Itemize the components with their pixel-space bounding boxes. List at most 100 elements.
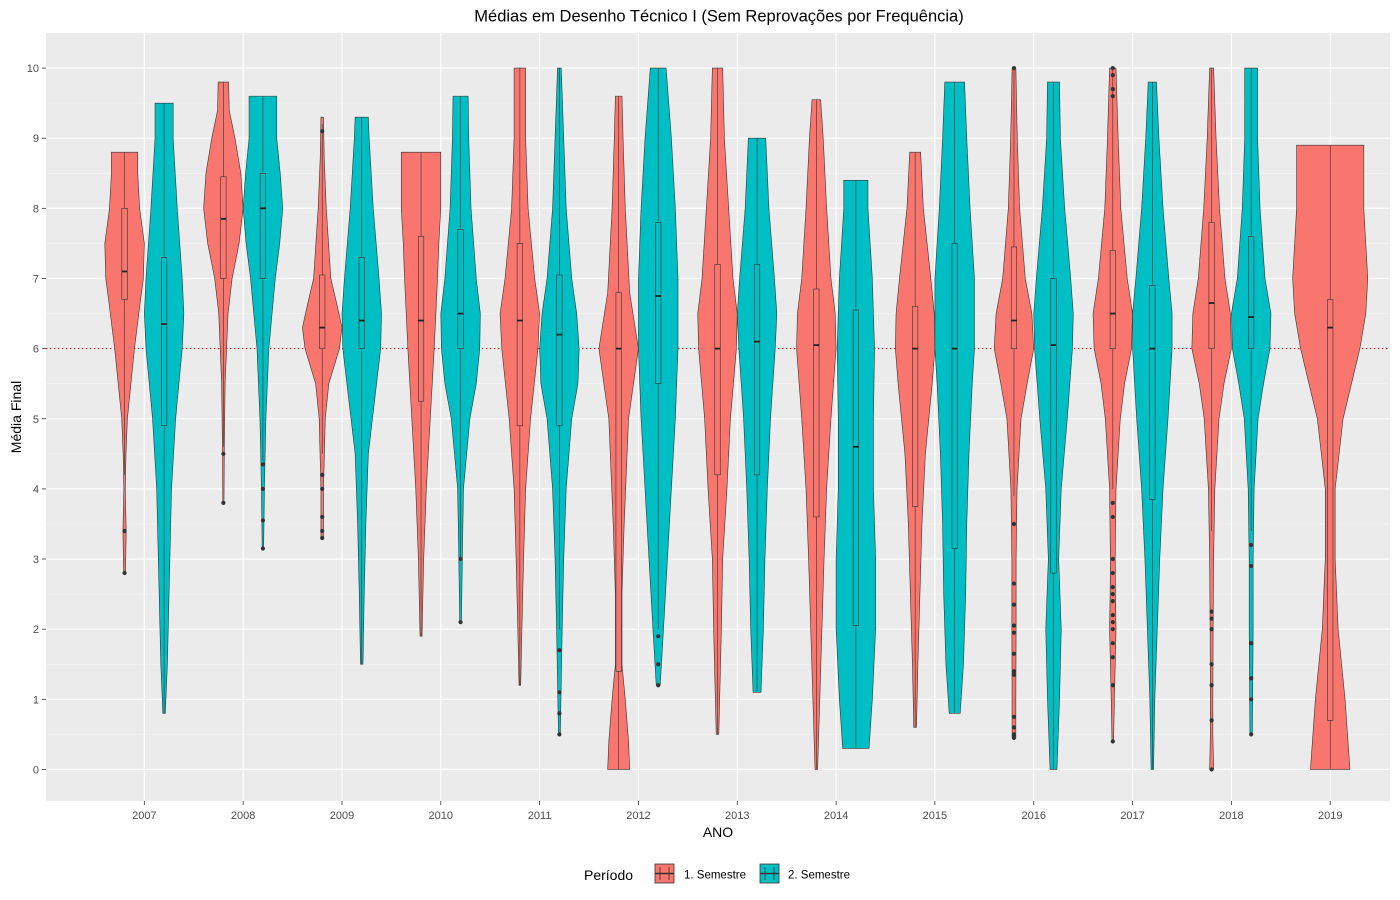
box xyxy=(457,229,464,349)
legend: Período 1. Semestre 2. Semestre xyxy=(584,863,850,884)
violin-shape xyxy=(934,81,975,714)
violin-1-semestre-2008 xyxy=(203,81,244,506)
violin-shape xyxy=(1292,144,1369,770)
outlier-point xyxy=(320,535,325,541)
violin-1-semestre-2010 xyxy=(400,151,442,637)
violin-shape xyxy=(736,137,778,693)
box xyxy=(912,306,919,507)
outlier-point xyxy=(1011,521,1017,527)
box xyxy=(1327,299,1334,721)
outlier-point xyxy=(1110,620,1115,625)
violin-1-semestre-2014 xyxy=(796,99,837,770)
outlier-point xyxy=(1110,613,1115,618)
box xyxy=(1010,246,1018,349)
violin-2-semestre-2010 xyxy=(440,95,481,625)
legend-item-2: 2. Semestre xyxy=(759,863,850,884)
outlier-point xyxy=(1110,65,1115,71)
outlier-point xyxy=(656,662,661,667)
outlier-point xyxy=(1011,732,1017,737)
y-tick-label: 4 xyxy=(33,484,39,496)
violins xyxy=(104,65,1369,772)
outlier-point xyxy=(1110,514,1115,520)
violin-shape xyxy=(499,67,540,686)
violin-2-semestre-2014 xyxy=(835,179,876,749)
box xyxy=(1109,250,1116,349)
outlier-point xyxy=(557,690,562,695)
outlier-point xyxy=(221,500,226,506)
outlier-point xyxy=(1011,725,1017,730)
outlier-point xyxy=(320,528,325,534)
violin-2-semestre-2009 xyxy=(341,116,382,665)
outlier-point xyxy=(1110,556,1115,562)
violin-shape xyxy=(1132,81,1173,770)
box xyxy=(220,176,227,279)
violin-1-semestre-2018 xyxy=(1191,67,1232,772)
violin-shape xyxy=(835,179,876,749)
x-tick-label: 2014 xyxy=(824,810,848,822)
outlier-point xyxy=(656,634,661,639)
box xyxy=(1149,285,1156,500)
outlier-point xyxy=(1110,641,1115,646)
outlier-point xyxy=(1249,732,1254,737)
box xyxy=(121,208,128,300)
x-tick-label: 2019 xyxy=(1318,810,1342,822)
x-tick-label: 2017 xyxy=(1120,810,1144,822)
violin-shape xyxy=(144,102,185,714)
y-axis-title: Média Final xyxy=(8,381,24,453)
y-tick-label: 5 xyxy=(33,414,39,426)
violin-1-semestre-2007 xyxy=(104,151,145,576)
y-tick-label: 10 xyxy=(27,63,39,75)
outlier-point xyxy=(260,518,266,523)
outlier-point xyxy=(260,546,266,551)
violin-1-semestre-2016 xyxy=(993,65,1035,740)
outlier-point xyxy=(320,514,325,520)
violin-shape xyxy=(400,151,442,637)
x-tick-label: 2015 xyxy=(923,810,947,822)
legend-item-1: 1. Semestre xyxy=(654,863,746,884)
violin-shape xyxy=(539,67,580,735)
box xyxy=(655,222,662,384)
box xyxy=(417,236,425,402)
violin-shape xyxy=(895,151,936,728)
outlier-point xyxy=(557,711,562,716)
outlier-point xyxy=(1110,627,1115,632)
outlier-point xyxy=(1249,697,1254,702)
violin-1-semestre-2009 xyxy=(302,116,343,541)
y-tick-label: 6 xyxy=(33,344,39,356)
outlier-point xyxy=(1110,591,1115,597)
x-tick-label: 2010 xyxy=(429,810,453,822)
x-tick-label: 2007 xyxy=(132,810,156,822)
box xyxy=(161,257,168,427)
outlier-point xyxy=(1011,714,1017,719)
outlier-point xyxy=(1110,570,1115,576)
box xyxy=(1050,278,1057,574)
violin-1-semestre-2019 xyxy=(1292,144,1369,770)
y-tick-label: 0 xyxy=(33,764,39,776)
outlier-point xyxy=(1011,735,1017,740)
outlier-point xyxy=(1209,767,1214,772)
outlier-point xyxy=(1209,718,1214,723)
outlier-point xyxy=(260,486,266,491)
outlier-point xyxy=(1110,655,1115,660)
outlier-point xyxy=(1110,94,1115,99)
x-tick-label: 2008 xyxy=(231,810,255,822)
x-tick-label: 2011 xyxy=(528,810,552,822)
box xyxy=(1208,222,1215,349)
outlier-point xyxy=(1110,500,1115,506)
violin-2-semestre-2017 xyxy=(1132,81,1173,770)
violin-shape xyxy=(638,67,679,686)
box xyxy=(852,309,859,626)
violin-2-semestre-2015 xyxy=(934,81,975,714)
box xyxy=(358,257,365,349)
outlier-point xyxy=(1110,683,1115,688)
y-tick-label: 7 xyxy=(33,273,39,285)
violin-1-semestre-2017 xyxy=(1092,65,1133,744)
outlier-point xyxy=(1011,623,1017,628)
outlier-point xyxy=(1110,87,1115,92)
outlier-point xyxy=(458,556,463,562)
box xyxy=(556,274,563,427)
outlier-point xyxy=(1110,599,1115,604)
violin-1-semestre-2011 xyxy=(499,67,540,686)
x-tick-label: 2016 xyxy=(1021,810,1045,822)
